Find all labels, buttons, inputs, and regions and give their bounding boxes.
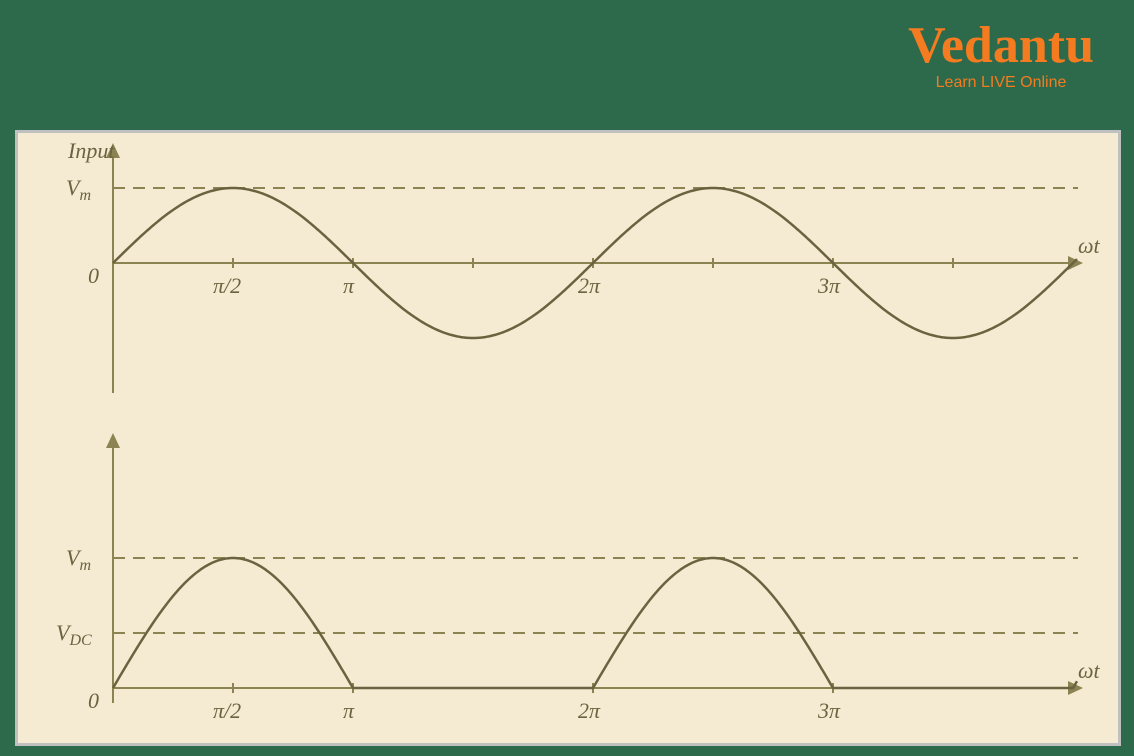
waveform-chart: Input Vm 0 ωt π/2 π 2π 3π [15,130,1121,746]
bottom-zero-label: 0 [88,688,99,713]
top-title: Input [67,138,115,163]
bottom-x-label: ωt [1078,658,1101,683]
top-tick-label-3: 2π [578,273,601,298]
bottom-tick-label-1: π/2 [213,698,241,723]
top-tick-label-2: π [343,273,355,298]
top-zero-label: 0 [88,263,99,288]
bottom-tick-label-4: 3π [817,698,841,723]
bottom-halfwave [113,558,1077,688]
chart-svg: Input Vm 0 ωt π/2 π 2π 3π [18,133,1118,743]
logo-tagline: Learn LIVE Online [908,74,1094,92]
top-vm-label: Vm [66,175,91,204]
bottom-vm-label: Vm [66,545,91,574]
bottom-vdc-label: VDC [56,620,92,649]
bottom-tick-label-3: 2π [578,698,601,723]
top-x-arrow [1068,256,1083,270]
bottom-tick-label-2: π [343,698,355,723]
top-tick-label-1: π/2 [213,273,241,298]
top-x-label: ωt [1078,233,1101,258]
bottom-y-arrow [106,433,120,448]
logo-brand-text: Vedantu [908,20,1094,72]
brand-logo: Vedantu Learn LIVE Online [908,20,1094,92]
top-tick-label-4: 3π [817,273,841,298]
